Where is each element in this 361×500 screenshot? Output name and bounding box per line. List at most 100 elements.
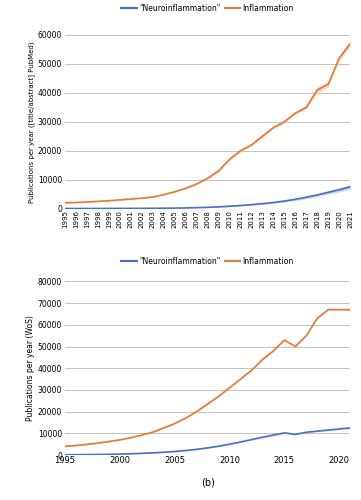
"Neuroinflammation" — [304, 429, 308, 435]
"Neuroinflammation" — [183, 205, 188, 211]
"Neuroinflammation" — [271, 200, 275, 205]
"Neuroinflammation" — [205, 445, 210, 451]
Inflammation — [118, 197, 122, 203]
Inflammation — [205, 175, 210, 181]
"Neuroinflammation" — [118, 206, 122, 212]
Inflammation — [337, 55, 342, 61]
"Neuroinflammation" — [85, 206, 89, 212]
"Neuroinflammation" — [293, 196, 297, 202]
Inflammation — [96, 440, 100, 446]
"Neuroinflammation" — [173, 205, 177, 211]
Text: (b): (b) — [201, 478, 214, 488]
Inflammation — [271, 124, 275, 130]
Inflammation — [326, 306, 330, 312]
"Neuroinflammation" — [337, 426, 342, 432]
Inflammation — [107, 198, 111, 203]
"Neuroinflammation" — [151, 450, 155, 456]
Inflammation — [140, 195, 144, 201]
"Neuroinflammation" — [74, 206, 78, 212]
Line: Inflammation: Inflammation — [65, 44, 350, 203]
"Neuroinflammation" — [129, 451, 133, 457]
Line: "Neuroinflammation": "Neuroinflammation" — [65, 428, 350, 455]
Inflammation — [304, 332, 308, 338]
"Neuroinflammation" — [260, 434, 265, 440]
Inflammation — [216, 168, 221, 174]
Inflammation — [260, 133, 265, 139]
Inflammation — [337, 306, 342, 312]
Inflammation — [63, 444, 67, 450]
Inflammation — [74, 442, 78, 448]
Inflammation — [271, 348, 275, 354]
Inflammation — [140, 432, 144, 438]
"Neuroinflammation" — [63, 452, 67, 458]
"Neuroinflammation" — [140, 450, 144, 456]
Inflammation — [260, 356, 265, 362]
"Neuroinflammation" — [183, 448, 188, 454]
"Neuroinflammation" — [282, 198, 287, 204]
Inflammation — [151, 429, 155, 435]
"Neuroinflammation" — [74, 452, 78, 458]
Inflammation — [151, 194, 155, 200]
Inflammation — [216, 394, 221, 400]
"Neuroinflammation" — [227, 203, 232, 209]
"Neuroinflammation" — [238, 439, 243, 445]
"Neuroinflammation" — [282, 430, 287, 436]
"Neuroinflammation" — [118, 451, 122, 457]
"Neuroinflammation" — [348, 425, 352, 431]
"Neuroinflammation" — [195, 204, 199, 210]
Inflammation — [183, 415, 188, 421]
"Neuroinflammation" — [107, 206, 111, 212]
Inflammation — [118, 437, 122, 443]
Inflammation — [161, 192, 166, 198]
Inflammation — [348, 306, 352, 312]
Inflammation — [74, 200, 78, 205]
"Neuroinflammation" — [195, 446, 199, 452]
Inflammation — [238, 376, 243, 382]
Inflammation — [96, 198, 100, 204]
"Neuroinflammation" — [249, 202, 254, 207]
"Neuroinflammation" — [315, 192, 319, 198]
Inflammation — [315, 316, 319, 322]
Inflammation — [161, 425, 166, 431]
Inflammation — [249, 368, 254, 374]
Inflammation — [282, 119, 287, 125]
Text: (a): (a) — [201, 282, 214, 292]
"Neuroinflammation" — [227, 441, 232, 447]
Inflammation — [315, 87, 319, 93]
Inflammation — [238, 148, 243, 154]
"Neuroinflammation" — [205, 204, 210, 210]
"Neuroinflammation" — [238, 202, 243, 208]
Y-axis label: Publications per year (WoS): Publications per year (WoS) — [26, 316, 35, 421]
Inflammation — [326, 81, 330, 87]
"Neuroinflammation" — [129, 206, 133, 212]
Line: "Neuroinflammation": "Neuroinflammation" — [65, 187, 350, 208]
Inflammation — [129, 196, 133, 202]
Inflammation — [348, 40, 352, 46]
Inflammation — [173, 189, 177, 195]
Inflammation — [293, 344, 297, 349]
"Neuroinflammation" — [326, 427, 330, 433]
"Neuroinflammation" — [63, 206, 67, 212]
Inflammation — [282, 337, 287, 343]
Inflammation — [129, 434, 133, 440]
"Neuroinflammation" — [151, 206, 155, 212]
Inflammation — [85, 442, 89, 448]
Legend: "Neuroinflammation", Inflammation: "Neuroinflammation", Inflammation — [118, 0, 297, 16]
Inflammation — [293, 110, 297, 116]
"Neuroinflammation" — [216, 443, 221, 449]
Inflammation — [304, 104, 308, 110]
Inflammation — [195, 181, 199, 187]
"Neuroinflammation" — [304, 194, 308, 200]
Inflammation — [227, 384, 232, 390]
"Neuroinflammation" — [96, 206, 100, 212]
"Neuroinflammation" — [293, 432, 297, 438]
"Neuroinflammation" — [96, 452, 100, 458]
Y-axis label: Publications per year ([title/abstract] PubMed): Publications per year ([title/abstract] … — [28, 41, 35, 202]
Legend: "Neuroinflammation", Inflammation: "Neuroinflammation", Inflammation — [118, 254, 297, 269]
Inflammation — [173, 420, 177, 426]
"Neuroinflammation" — [140, 206, 144, 212]
"Neuroinflammation" — [337, 187, 342, 193]
"Neuroinflammation" — [161, 205, 166, 211]
Inflammation — [85, 199, 89, 205]
"Neuroinflammation" — [315, 428, 319, 434]
